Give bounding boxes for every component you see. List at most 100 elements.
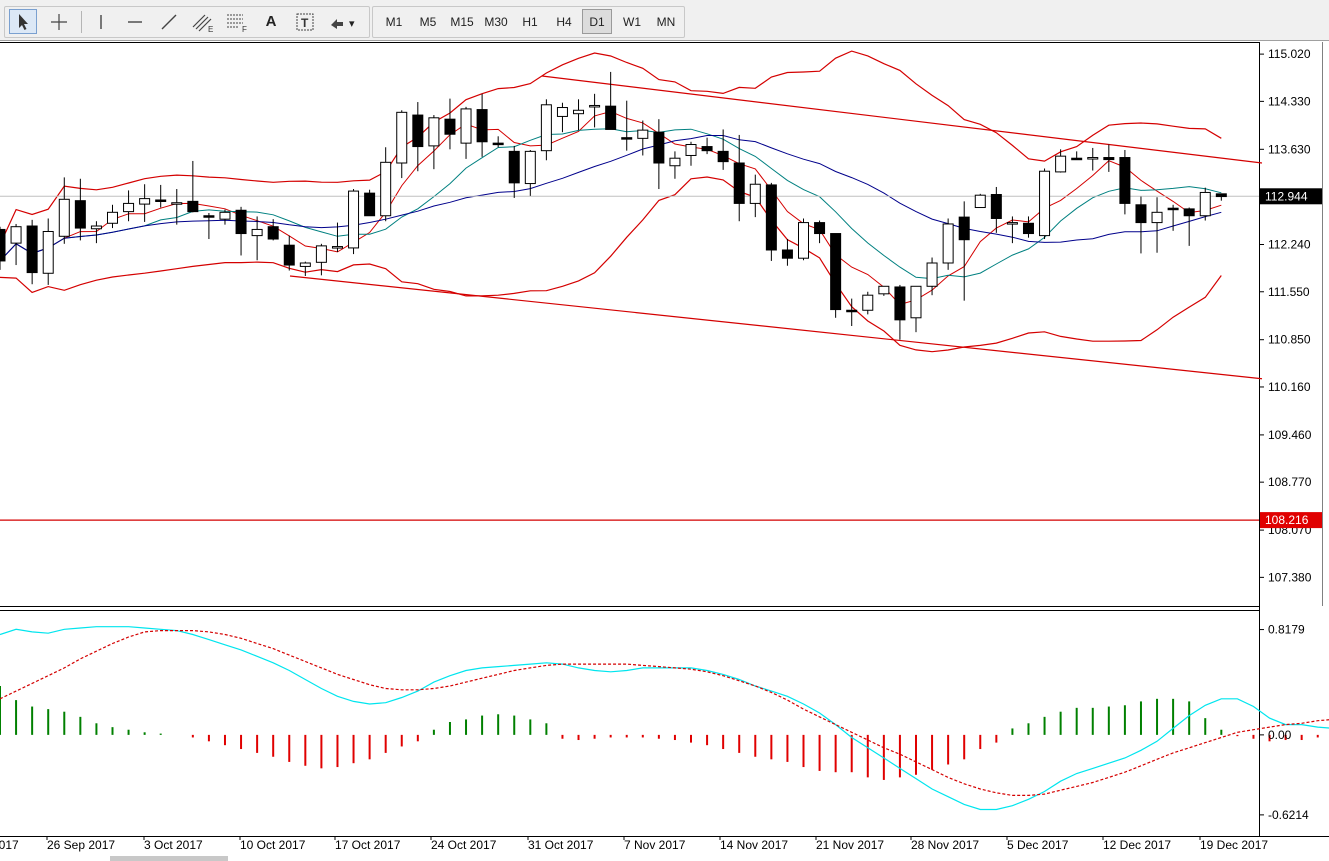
text-icon[interactable]: A bbox=[265, 13, 277, 30]
candle-body bbox=[894, 286, 906, 321]
candle-body bbox=[139, 198, 151, 205]
candle-body bbox=[235, 209, 247, 235]
vertical-line-icon[interactable] bbox=[87, 9, 115, 34]
oscillator-signal-line bbox=[0, 630, 1329, 796]
candle-body bbox=[492, 142, 504, 146]
candle-body bbox=[1087, 157, 1099, 160]
candle-body bbox=[653, 131, 665, 164]
horizontal-line-icon[interactable] bbox=[121, 9, 149, 34]
time-tick-label: 10 Oct 2017 bbox=[240, 838, 306, 852]
candle bbox=[364, 189, 376, 217]
time-tick-label: 19 Dec 2017 bbox=[1200, 838, 1268, 852]
arrows-dropdown-icon[interactable]: ▾ bbox=[325, 9, 365, 34]
candle-body bbox=[765, 184, 777, 251]
candle bbox=[1151, 197, 1163, 253]
time-tick-label: 26 Sep 2017 bbox=[47, 838, 115, 852]
candle bbox=[58, 177, 70, 244]
candle bbox=[235, 206, 247, 256]
candle bbox=[524, 149, 536, 196]
candle-body bbox=[830, 233, 842, 311]
candle-body bbox=[1006, 222, 1018, 225]
price-plot[interactable] bbox=[0, 50, 1263, 521]
timeframe-d1[interactable]: D1 bbox=[582, 9, 612, 34]
time-tick-label: 3 Oct 2017 bbox=[144, 838, 203, 852]
trendline-icon[interactable] bbox=[155, 9, 183, 34]
candle-body bbox=[701, 146, 713, 152]
timeframe-m15[interactable]: M15 bbox=[450, 14, 474, 29]
candle-body bbox=[42, 230, 54, 274]
candle-body bbox=[717, 150, 729, 163]
candle bbox=[942, 218, 954, 270]
timeframe-mn[interactable]: MN bbox=[656, 14, 676, 29]
candle-body bbox=[58, 198, 70, 237]
horizontal-scrollbar-thumb[interactable] bbox=[110, 856, 228, 861]
candle-body bbox=[1135, 204, 1147, 224]
candle-body bbox=[1167, 207, 1179, 211]
candle bbox=[315, 243, 327, 276]
candle bbox=[90, 221, 102, 244]
candle bbox=[74, 178, 86, 241]
candle bbox=[123, 190, 135, 222]
timeframe-h4[interactable]: H4 bbox=[556, 14, 572, 29]
price-tick-label: 110.850 bbox=[1268, 333, 1311, 347]
candle bbox=[267, 219, 279, 241]
candle bbox=[765, 182, 777, 261]
candle bbox=[171, 189, 183, 225]
candle-body bbox=[315, 245, 327, 263]
text-label-icon[interactable]: T bbox=[291, 9, 319, 34]
candle bbox=[701, 137, 713, 155]
timeframe-w1[interactable]: W1 bbox=[623, 14, 641, 29]
candle-body bbox=[637, 129, 649, 139]
candle-body bbox=[26, 225, 38, 274]
fibonacci-icon[interactable]: F bbox=[223, 9, 251, 34]
price-tick-label: 108.770 bbox=[1268, 475, 1312, 489]
crosshair-icon[interactable] bbox=[45, 9, 73, 34]
candle-body bbox=[267, 226, 279, 240]
candle-body bbox=[958, 216, 970, 241]
candle-body bbox=[1199, 191, 1211, 217]
candle bbox=[749, 174, 761, 218]
cursor-icon[interactable] bbox=[9, 9, 37, 34]
candle-body bbox=[878, 285, 890, 295]
candle bbox=[621, 100, 633, 151]
candle-body bbox=[476, 109, 488, 143]
candle-body bbox=[524, 150, 536, 185]
candle-body bbox=[155, 199, 167, 202]
time-tick-label: 12 Dec 2017 bbox=[1103, 838, 1171, 852]
candle bbox=[1103, 144, 1115, 172]
oscillator-plot[interactable] bbox=[0, 626, 1329, 811]
candle-body bbox=[1022, 222, 1034, 235]
candle bbox=[26, 219, 38, 285]
candle bbox=[910, 285, 922, 333]
time-tick-label: 5 Dec 2017 bbox=[1007, 838, 1069, 852]
candle-body bbox=[974, 194, 986, 209]
candle bbox=[1199, 187, 1211, 221]
candle bbox=[894, 284, 906, 340]
candle bbox=[155, 184, 167, 208]
timeframe-m1[interactable]: M1 bbox=[385, 14, 403, 29]
candle-body bbox=[171, 202, 183, 205]
time-tick-label: 2017 bbox=[0, 838, 19, 852]
price-tick-label: 109.460 bbox=[1268, 428, 1312, 442]
oscillator-axis: 0.8179 0.00 -0.6214 bbox=[1259, 623, 1309, 822]
candle bbox=[798, 218, 809, 261]
candle bbox=[251, 216, 263, 261]
bollinger-upper-band bbox=[0, 50, 1222, 245]
chart-window[interactable]: 115.020114.330113.630112.940112.240111.5… bbox=[0, 41, 1329, 861]
price-tick-label: 114.330 bbox=[1268, 94, 1311, 108]
candle bbox=[814, 220, 826, 244]
candle bbox=[605, 71, 617, 130]
candle-body bbox=[589, 104, 601, 108]
horizontal-line-label: 108.216 bbox=[1265, 513, 1309, 527]
timeframe-m30[interactable]: M30 bbox=[484, 14, 508, 29]
timeframe-h1[interactable]: H1 bbox=[522, 14, 538, 29]
equidistant-channel-icon[interactable]: E bbox=[189, 9, 217, 34]
timeframe-m5[interactable]: M5 bbox=[419, 14, 437, 29]
candle-body bbox=[556, 107, 568, 117]
trendline-upper bbox=[541, 75, 1263, 164]
candle bbox=[637, 120, 649, 156]
candle bbox=[781, 239, 793, 266]
candle bbox=[187, 160, 199, 213]
price-tick-label: 110.160 bbox=[1268, 380, 1311, 394]
time-tick-label: 31 Oct 2017 bbox=[528, 838, 594, 852]
